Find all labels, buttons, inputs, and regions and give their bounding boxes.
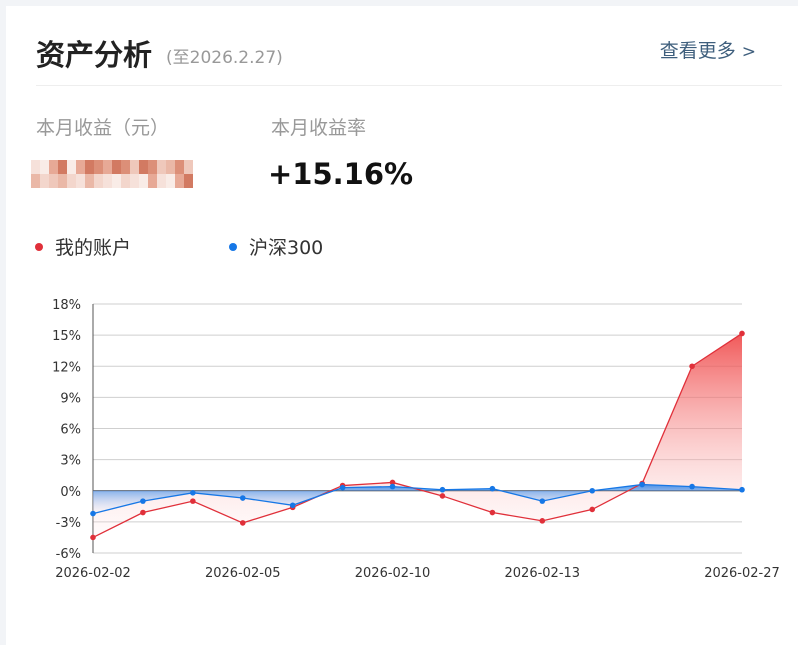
chevron-right-icon: > — [741, 42, 756, 62]
legend-dot-icon — [35, 242, 43, 251]
data-point — [539, 518, 546, 524]
series-area — [93, 484, 742, 514]
page-title: 资产分析 — [36, 38, 153, 72]
legend-label: 我的账户 — [55, 237, 132, 259]
y-tick-label: 12% — [52, 360, 81, 375]
view-more-link[interactable]: 查看更多 > — [660, 36, 756, 63]
data-point — [739, 330, 745, 337]
data-point — [90, 510, 96, 517]
series-line — [92, 483, 743, 515]
x-tick-label: 2026-02-05 — [205, 566, 281, 581]
data-point — [190, 498, 196, 504]
y-tick-label: 0% — [60, 485, 81, 500]
card-header: 资产分析 (至2026.2.27) 查看更多 > — [36, 6, 782, 86]
y-tick-label: 15% — [52, 329, 81, 344]
legend-label: 沪深300 — [249, 237, 324, 259]
data-point — [289, 502, 296, 509]
view-more-label: 查看更多 — [659, 40, 736, 62]
data-point — [439, 486, 446, 493]
as-of-date: (至2026.2.27) — [166, 48, 283, 68]
y-tick-label: -6% — [56, 547, 81, 562]
legend-item-csi300[interactable]: 沪深300 — [229, 233, 323, 260]
data-point — [739, 486, 745, 493]
data-point — [489, 485, 496, 492]
data-point — [90, 534, 96, 541]
data-point — [190, 490, 196, 496]
y-tick-label: 18% — [52, 298, 81, 313]
legend-item-my-account[interactable]: 我的账户 — [35, 233, 131, 260]
data-point — [140, 509, 146, 516]
x-tick-label: 2026-02-13 — [505, 566, 581, 581]
data-point — [589, 487, 596, 494]
data-point — [140, 498, 146, 504]
data-point — [589, 506, 596, 513]
monthly-income-label: 本月收益（元） — [36, 117, 170, 139]
masked-income-value — [31, 160, 193, 188]
data-point — [489, 509, 496, 516]
data-point — [239, 520, 246, 526]
x-tick-label: 2026-02-27 — [704, 566, 780, 581]
data-point — [389, 483, 396, 490]
data-point — [439, 493, 446, 499]
data-point — [539, 498, 546, 504]
data-point — [239, 495, 246, 501]
monthly-return-label: 本月收益率 — [271, 117, 367, 139]
data-point — [689, 363, 695, 370]
data-point — [389, 479, 396, 486]
series-line — [92, 332, 743, 539]
x-tick-label: 2026-02-10 — [355, 566, 431, 581]
monthly-return-value: +15.16% — [268, 157, 414, 191]
y-tick-label: 9% — [60, 391, 81, 406]
data-point — [639, 481, 645, 488]
y-tick-label: -3% — [56, 516, 81, 531]
series-area — [93, 333, 742, 538]
data-point — [689, 483, 695, 490]
y-tick-label: 3% — [60, 454, 81, 469]
y-tick-label: 6% — [60, 423, 81, 438]
data-point — [339, 484, 346, 491]
legend-dot-icon — [229, 242, 237, 251]
asset-analysis-card: 资产分析 (至2026.2.27) 查看更多 > — [6, 6, 798, 645]
x-tick-label: 2026-02-02 — [55, 566, 131, 581]
